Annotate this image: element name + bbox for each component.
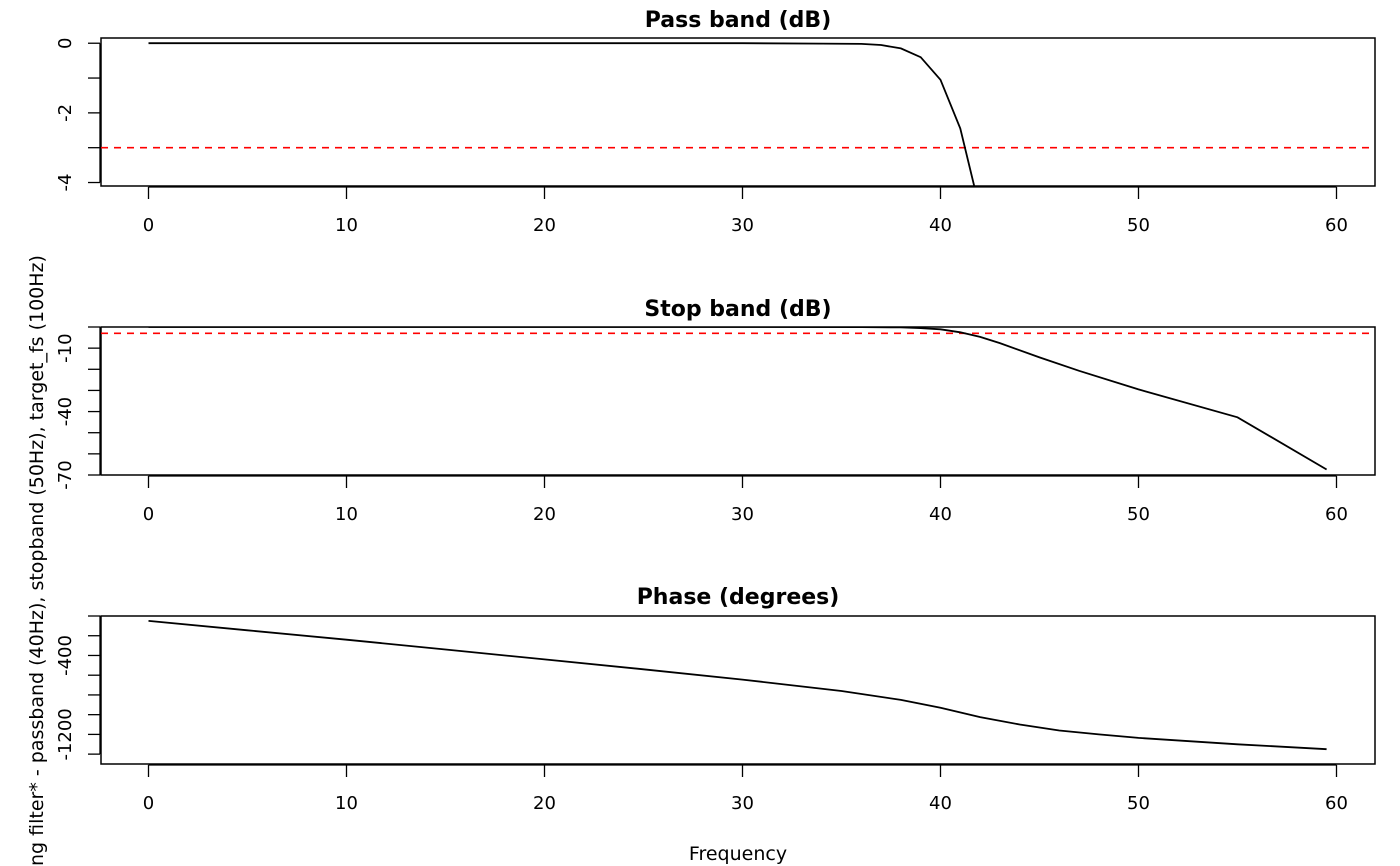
x-tick-label: 0 (143, 793, 154, 814)
panel-3: Phase (degrees) 0 10 20 30 40 50 60 -400 -1200 (55, 585, 1376, 814)
x-tick-label: 0 (143, 215, 154, 236)
panel-1: Pass band (dB) 0 10 20 30 40 50 60 0 -2 -4 (55, 8, 1376, 236)
x-tick-label: 20 (533, 504, 556, 525)
panel-title: Stop band (dB) (644, 297, 831, 322)
plot-frame (100, 615, 1376, 765)
x-tick-label: 20 (533, 793, 556, 814)
x-tick-label: 50 (1127, 504, 1150, 525)
y-tick-label: -2 (55, 104, 76, 122)
x-tick-label: 60 (1325, 504, 1348, 525)
y-tick-label: -1200 (55, 708, 76, 760)
panel-title: Phase (degrees) (637, 585, 840, 610)
plot-area (148, 620, 1327, 751)
plot-frame (100, 37, 1376, 187)
panel-title: Pass band (dB) (645, 8, 832, 33)
series-line (148, 327, 1328, 471)
x-tick-label: 30 (731, 504, 754, 525)
series-line (148, 620, 1327, 751)
panel-2: Stop band (dB) 0 10 20 30 40 50 60 -10 -40 -70 (55, 297, 1376, 525)
y-tick-label: -4 (55, 174, 76, 192)
x-tick-label: 40 (929, 215, 952, 236)
x-tick-label: 60 (1325, 793, 1348, 814)
y-tick-label: -40 (55, 397, 76, 426)
x-tick-label: 40 (929, 793, 952, 814)
plot-area (101, 327, 1375, 471)
x-tick-label: 0 (143, 504, 154, 525)
x-axis-label: Frequency (689, 843, 787, 865)
y-tick-label: -70 (55, 460, 76, 489)
y-tick-label: 0 (55, 37, 76, 48)
y-tick-label: -10 (55, 333, 76, 362)
x-tick-label: 60 (1325, 215, 1348, 236)
y-tick-label: -400 (55, 635, 76, 676)
series-line (148, 42, 976, 186)
y-axis-label: ng filter* - passband (40Hz), stopband (… (26, 255, 48, 866)
x-tick-label: 50 (1127, 793, 1150, 814)
x-tick-label: 30 (731, 215, 754, 236)
x-tick-label: 10 (335, 793, 358, 814)
x-tick-label: 40 (929, 504, 952, 525)
x-tick-label: 10 (335, 504, 358, 525)
x-tick-label: 50 (1127, 215, 1150, 236)
plot-frame (100, 326, 1376, 476)
x-tick-label: 20 (533, 215, 556, 236)
x-tick-label: 30 (731, 793, 754, 814)
plot-area (101, 42, 1375, 186)
x-tick-label: 10 (335, 215, 358, 236)
